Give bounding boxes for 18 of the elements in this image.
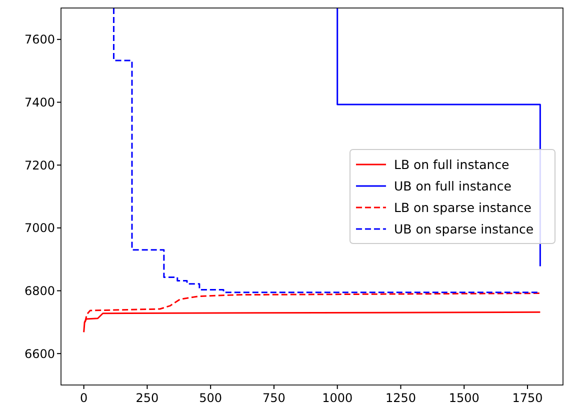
y-tick-label: 7000: [24, 221, 55, 236]
x-tick-label: 0: [80, 391, 88, 405]
y-tick-label: 6800: [24, 284, 55, 298]
y-tick-label: 6600: [24, 346, 55, 361]
y-tick-label: 7600: [24, 32, 55, 47]
x-tick-label: 1250: [385, 391, 416, 405]
legend-label: UB on full instance: [394, 178, 512, 194]
x-tick-label: 750: [262, 391, 286, 405]
y-tick-label: 7400: [24, 95, 55, 110]
legend-label: LB on full instance: [394, 156, 510, 172]
y-tick-label: 7200: [24, 158, 55, 172]
x-tick-label: 1000: [322, 391, 353, 405]
legend-label: UB on sparse instance: [394, 221, 534, 236]
legend-label: LB on sparse instance: [394, 200, 532, 215]
x-tick-label: 500: [199, 391, 222, 405]
x-tick-label: 1500: [448, 391, 480, 405]
x-tick-label: 1750: [512, 391, 543, 405]
x-tick-label: 250: [136, 391, 159, 405]
